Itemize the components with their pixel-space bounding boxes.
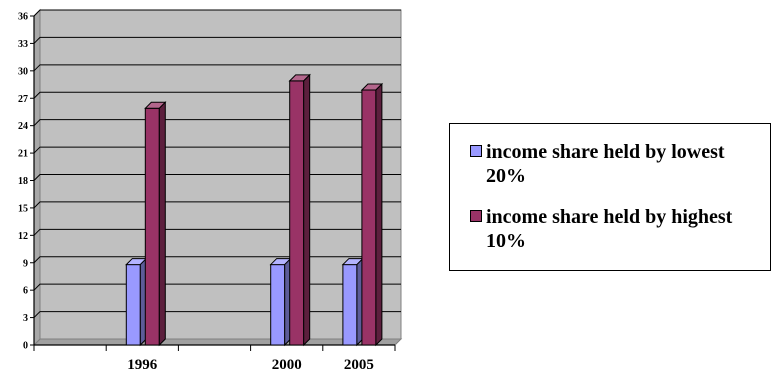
gridline [33,228,401,236]
y-tick-label: 9 [23,258,28,269]
y-tick-label: 0 [23,341,28,352]
bar-front [361,89,377,346]
bar-side [375,82,383,347]
bar-highest-2005 [360,82,384,347]
y-tick-label: 12 [18,231,28,242]
gridline [33,36,401,44]
y-tick-label: 36 [18,12,28,23]
y-tick-label: 21 [18,149,28,160]
gridline [33,201,401,209]
legend-item-lowest: income share held by lowest 20% [470,140,766,188]
x-tick-label: 2000 [272,357,302,373]
gridline [33,9,401,17]
bar-front [270,264,286,346]
x-tick-label: 1996 [127,357,158,373]
y-tick-label: 15 [18,203,28,214]
gridline [33,146,401,154]
y-tick-label: 30 [18,66,28,77]
gridline [33,119,401,127]
gridline [33,256,401,264]
gridline [33,64,401,72]
bar-lowest-2000 [269,257,292,347]
bar-lowest-1996 [125,257,148,347]
bar-front [342,264,358,346]
gridline [33,91,401,99]
legend-label-highest: income share held by highest 10% [486,206,733,252]
legend-item-highest: income share held by highest 10% [470,205,766,253]
legend-swatch-lowest [470,145,482,157]
bar-side [158,101,166,347]
bar-side [303,73,311,347]
x-tick-label: 2005 [344,357,374,373]
legend-swatch-highest [470,210,482,222]
y-tick-label: 18 [18,176,28,187]
bar-front [125,264,141,346]
legend: income share held by lowest 20% income s… [449,123,771,271]
y-tick-label: 6 [23,286,28,297]
y-tick-label: 24 [18,121,28,132]
bar-lowest-2005 [341,257,365,347]
legend-label-lowest: income share held by lowest 20% [486,141,725,187]
bar-front [289,80,305,346]
y-tick-label: 33 [18,39,28,50]
bar-highest-1996 [144,101,167,347]
y-tick-label: 27 [18,94,28,105]
gridline [33,174,401,181]
y-tick-label: 3 [23,313,28,324]
bar-front [144,107,160,346]
bar-highest-2000 [288,73,311,347]
